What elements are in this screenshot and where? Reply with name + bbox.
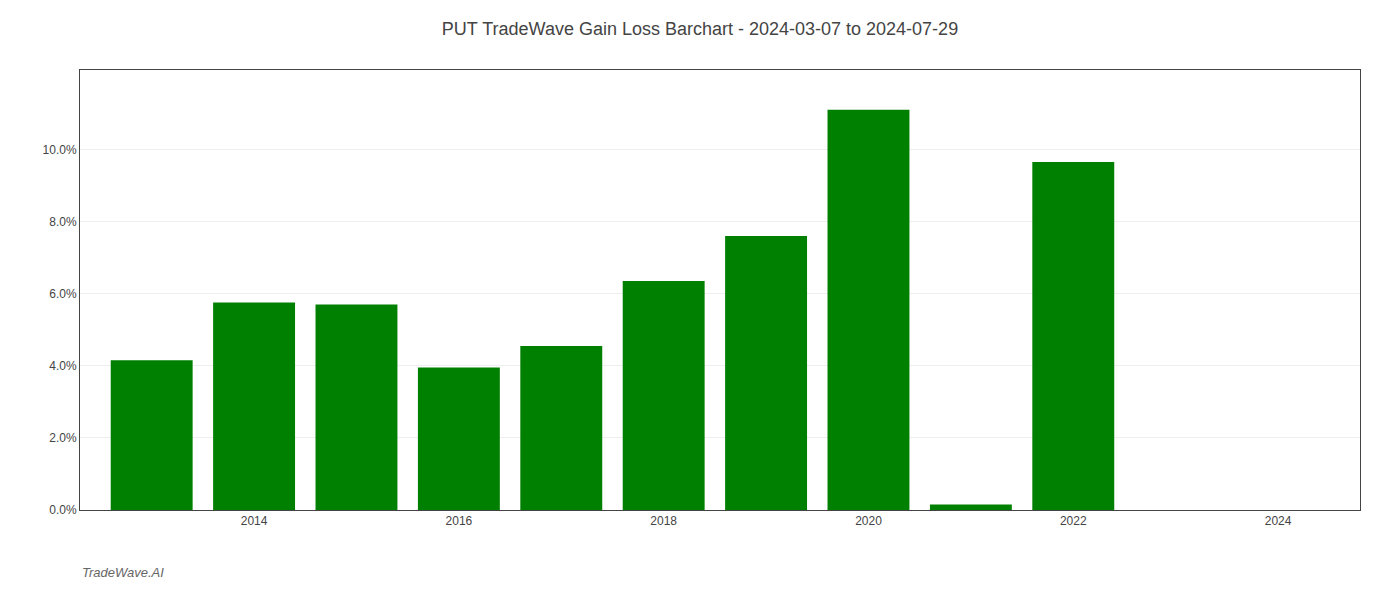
svg-text:2014: 2014 <box>241 514 268 528</box>
svg-text:2024: 2024 <box>1265 514 1292 528</box>
svg-text:2018: 2018 <box>650 514 677 528</box>
svg-text:10.0%: 10.0% <box>43 143 77 157</box>
svg-text:2016: 2016 <box>446 514 473 528</box>
svg-text:TradeWave.AI: TradeWave.AI <box>82 565 164 580</box>
svg-text:2020: 2020 <box>855 514 882 528</box>
svg-text:0.0%: 0.0% <box>49 503 77 517</box>
svg-text:4.0%: 4.0% <box>49 359 77 373</box>
svg-text:PUT TradeWave Gain Loss Barcha: PUT TradeWave Gain Loss Barchart - 2024-… <box>442 19 958 39</box>
svg-text:6.0%: 6.0% <box>49 287 77 301</box>
svg-text:8.0%: 8.0% <box>49 215 77 229</box>
svg-text:2022: 2022 <box>1060 514 1087 528</box>
svg-text:2.0%: 2.0% <box>49 431 77 445</box>
